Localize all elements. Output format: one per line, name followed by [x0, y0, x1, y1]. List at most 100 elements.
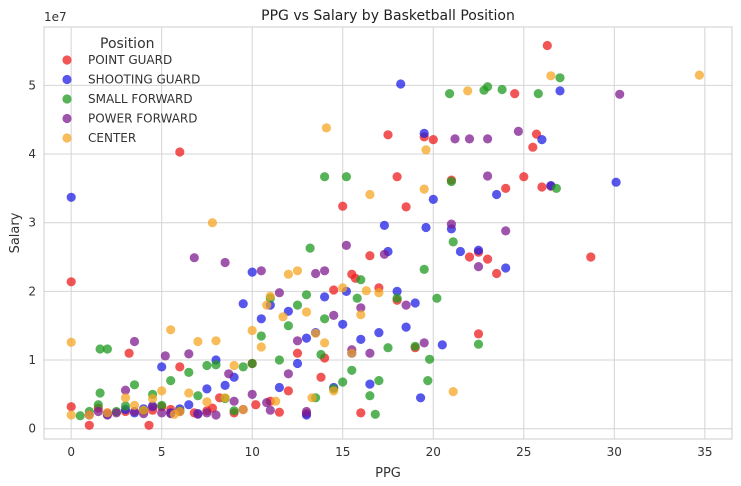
y-tick-label: 5	[28, 78, 36, 92]
data-point	[492, 268, 502, 279]
data-point	[95, 388, 105, 398]
legend-marker	[62, 55, 72, 65]
data-point	[202, 408, 212, 418]
data-point	[207, 218, 217, 228]
data-point	[229, 396, 239, 406]
data-point	[316, 349, 326, 360]
data-point	[283, 269, 293, 279]
data-point	[419, 184, 429, 194]
data-point	[374, 328, 384, 338]
y-tick-label: 1	[28, 353, 36, 367]
data-point	[129, 380, 140, 390]
y-axis-ticks: 0 1 2 3 4 5	[28, 78, 36, 435]
data-point	[305, 243, 315, 253]
data-point	[537, 135, 547, 145]
data-point	[157, 362, 167, 372]
data-point	[211, 360, 221, 370]
data-point	[93, 400, 103, 410]
data-point	[120, 393, 131, 403]
data-point	[311, 268, 321, 279]
data-point	[551, 183, 562, 193]
data-point	[157, 386, 167, 396]
data-point	[410, 341, 420, 351]
data-point	[129, 400, 140, 410]
data-point	[356, 334, 366, 344]
data-point	[379, 220, 389, 230]
data-point	[265, 405, 275, 415]
data-point	[379, 249, 389, 259]
data-point	[120, 385, 131, 395]
data-point	[301, 406, 312, 417]
data-point	[497, 84, 507, 95]
data-point	[419, 338, 429, 348]
data-point	[428, 194, 438, 204]
x-tick-label: 0	[67, 445, 75, 459]
data-point	[428, 135, 438, 145]
data-point	[184, 388, 194, 398]
data-point	[274, 407, 284, 417]
legend-marker	[62, 113, 72, 124]
data-point	[321, 123, 331, 133]
data-point	[492, 189, 502, 200]
data-point	[320, 314, 330, 324]
data-point	[365, 251, 375, 261]
data-point	[611, 177, 621, 187]
data-point	[202, 360, 212, 371]
data-point	[365, 348, 375, 358]
data-point	[224, 369, 234, 379]
data-point	[193, 336, 203, 347]
data-point	[311, 328, 321, 338]
x-tick-label: 20	[426, 445, 441, 459]
data-point	[537, 182, 547, 192]
data-point	[501, 263, 511, 273]
data-point	[338, 319, 348, 329]
legend-label: SHOOTING GUARD	[88, 73, 200, 87]
data-point	[238, 299, 248, 309]
data-point	[421, 222, 431, 233]
data-point	[148, 402, 158, 412]
data-point	[93, 406, 103, 417]
data-point	[292, 348, 303, 358]
data-point	[229, 360, 239, 371]
legend: Position POINT GUARD SHOOTING GUARD SMALL …	[62, 36, 200, 145]
data-point	[432, 293, 442, 303]
data-point	[533, 89, 543, 99]
data-point	[374, 288, 384, 298]
data-point	[586, 252, 596, 262]
data-point	[274, 355, 284, 365]
data-point	[370, 409, 380, 419]
data-point	[320, 338, 330, 348]
y-tick-label: 4	[28, 147, 36, 161]
series-center	[66, 70, 705, 420]
data-point	[283, 321, 293, 331]
data-point	[251, 400, 261, 410]
data-point	[301, 290, 312, 300]
data-point	[247, 267, 257, 277]
data-point	[166, 376, 176, 386]
data-point	[193, 409, 203, 419]
data-point	[292, 336, 303, 346]
data-point	[229, 406, 239, 416]
legend-title: Position	[100, 36, 155, 52]
data-point	[166, 325, 176, 335]
data-point	[401, 202, 411, 212]
x-tick-label: 10	[245, 445, 260, 459]
data-point	[419, 128, 429, 138]
data-point	[157, 408, 167, 418]
data-point	[184, 400, 194, 410]
data-point	[301, 333, 312, 343]
legend-marker	[62, 94, 72, 104]
data-point	[329, 386, 339, 396]
data-point	[184, 349, 194, 359]
data-point	[274, 288, 284, 298]
legend-label: POINT GUARD	[88, 53, 172, 67]
legend-label: CENTER	[88, 131, 136, 145]
data-point	[84, 420, 94, 430]
chart-title: PPG vs Salary by Basketball Position	[261, 8, 515, 24]
data-point	[247, 325, 257, 336]
data-point	[392, 286, 402, 296]
data-point	[483, 171, 493, 181]
legend-marker	[62, 133, 72, 143]
data-point	[396, 79, 406, 89]
data-point	[463, 86, 473, 96]
